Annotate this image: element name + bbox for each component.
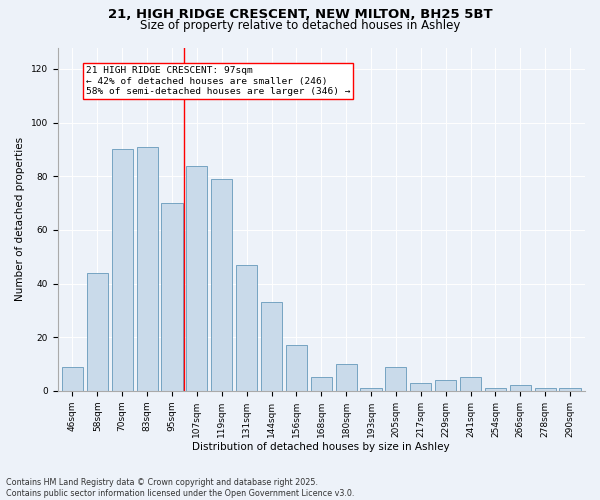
Bar <box>62 366 83 391</box>
Bar <box>361 388 382 391</box>
Bar <box>559 388 581 391</box>
Bar <box>485 388 506 391</box>
Bar <box>535 388 556 391</box>
Text: 21, HIGH RIDGE CRESCENT, NEW MILTON, BH25 5BT: 21, HIGH RIDGE CRESCENT, NEW MILTON, BH2… <box>107 8 493 20</box>
Text: 21 HIGH RIDGE CRESCENT: 97sqm
← 42% of detached houses are smaller (246)
58% of : 21 HIGH RIDGE CRESCENT: 97sqm ← 42% of d… <box>86 66 350 96</box>
Bar <box>385 366 406 391</box>
Text: Size of property relative to detached houses in Ashley: Size of property relative to detached ho… <box>140 19 460 32</box>
Bar <box>112 150 133 391</box>
Bar <box>460 378 481 391</box>
Bar <box>510 386 531 391</box>
Bar <box>186 166 208 391</box>
Bar <box>87 273 108 391</box>
Bar <box>286 345 307 391</box>
Bar <box>435 380 456 391</box>
Bar <box>211 179 232 391</box>
Bar <box>261 302 282 391</box>
Bar <box>161 203 182 391</box>
Text: Contains HM Land Registry data © Crown copyright and database right 2025.
Contai: Contains HM Land Registry data © Crown c… <box>6 478 355 498</box>
Bar <box>236 265 257 391</box>
Bar <box>410 383 431 391</box>
X-axis label: Distribution of detached houses by size in Ashley: Distribution of detached houses by size … <box>193 442 450 452</box>
Y-axis label: Number of detached properties: Number of detached properties <box>15 137 25 301</box>
Bar <box>311 378 332 391</box>
Bar <box>335 364 357 391</box>
Bar <box>137 146 158 391</box>
